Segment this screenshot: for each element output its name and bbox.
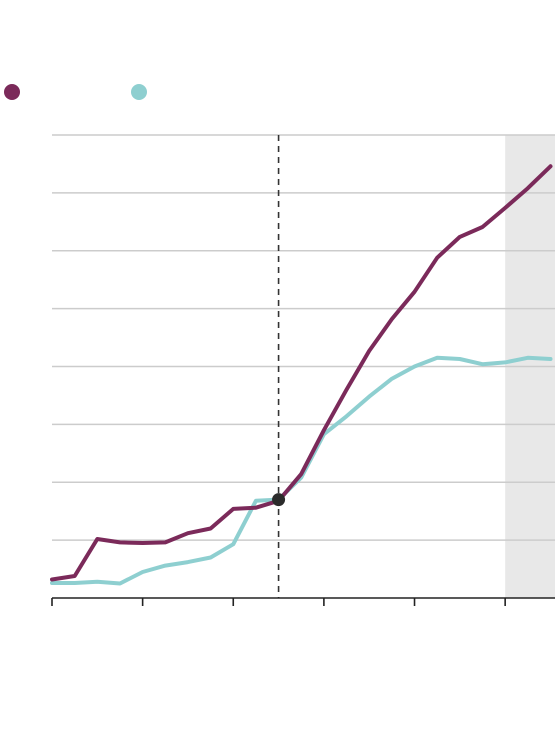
legend xyxy=(0,80,560,104)
legend-dot-series-1 xyxy=(4,84,20,100)
x-axis xyxy=(51,597,555,606)
series-line-1 xyxy=(50,164,553,582)
series-lines xyxy=(50,164,553,586)
highlight-point xyxy=(272,493,286,507)
series-line-2 xyxy=(50,355,553,586)
marker-layer xyxy=(272,493,286,507)
legend-dot-series-2 xyxy=(131,84,147,100)
gridlines xyxy=(52,134,555,541)
